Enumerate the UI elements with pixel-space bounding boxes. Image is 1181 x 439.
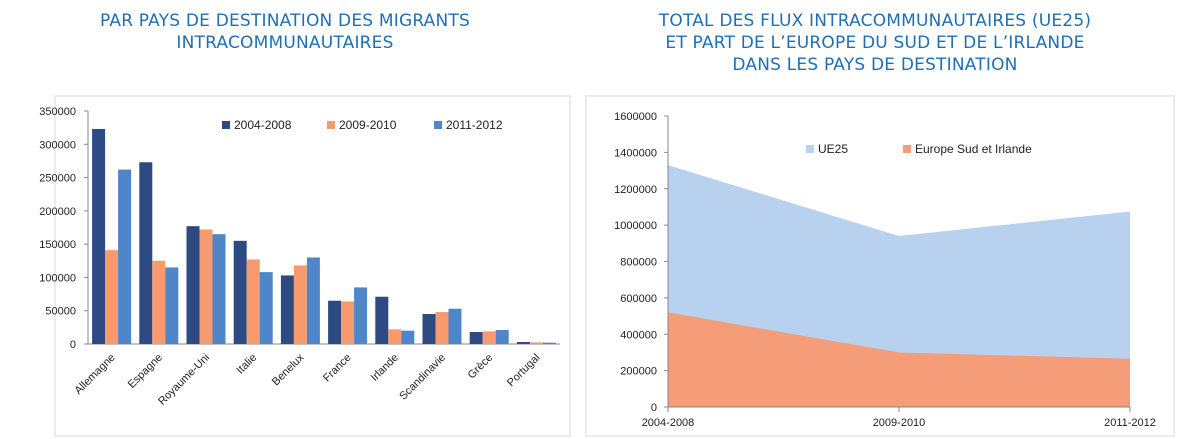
bar-2004-2008-France — [328, 300, 342, 344]
area-chart-title-line-2: ET PART DE L’EUROPE DU SUD ET DE L’IRLAN… — [665, 33, 1085, 53]
bar-2004-2008-Irlande — [375, 296, 389, 344]
bar-2009-2010-Benelux — [293, 265, 307, 344]
bar-2009-2010-Allemagne — [105, 250, 119, 344]
area-legend-label: Europe Sud et Irlande — [915, 142, 1032, 156]
area-legend-swatch — [903, 145, 911, 153]
bar-chart-title-line-2: INTRACOMMUNAUTAIRES — [176, 33, 394, 53]
area-chart: 0 200000 400000 600000 800000 1000000 1200000 1… — [614, 111, 1156, 429]
area-x-tick-label: 2004-2008 — [642, 417, 695, 429]
bar-legend-swatch — [222, 121, 230, 129]
bar-2004-2008-Benelux — [280, 275, 294, 344]
bar-2011-2012-Scandinavie — [448, 308, 462, 344]
bar-2011-2012-Allemagne — [118, 169, 132, 344]
bar-legend-label: 2004-2008 — [234, 118, 292, 132]
bar-2004-2008-Grèce — [469, 332, 483, 344]
bar-2009-2010-Espagne — [152, 260, 166, 344]
area-chart-title-line-1: TOTAL DES FLUX INTRACOMMUNAUTAIRES (UE25… — [658, 11, 1092, 31]
area-y-tick-label: 0 — [651, 402, 657, 414]
bar-2011-2012-Espagne — [165, 267, 179, 344]
area-legend-swatch — [806, 145, 814, 153]
area-y-tick-label: 1400000 — [614, 147, 657, 159]
area-y-tick-label: 1200000 — [614, 184, 657, 196]
area-chart-title-line-3: DANS LES PAYS DE DESTINATION — [732, 55, 1018, 75]
area-y-tick-label: 1600000 — [614, 111, 657, 123]
bar-2011-2012-Grèce — [495, 330, 509, 344]
bar-2009-2010-France — [341, 301, 355, 344]
bar-2009-2010-Irlande — [388, 329, 402, 344]
area-y-tick-label: 1000000 — [614, 220, 657, 232]
area-series-Europe Sud et Irlande — [668, 312, 1130, 407]
bar-y-tick-label: 250000 — [39, 173, 76, 185]
area-y-tick-label: 800000 — [620, 257, 657, 269]
bar-2011-2012-France — [354, 287, 368, 344]
bar-2011-2012-Italie — [259, 272, 273, 344]
area-x-tick-label: 2011-2012 — [1104, 417, 1156, 429]
area-y-tick-label: 600000 — [620, 293, 657, 305]
bar-legend-label: 2011-2012 — [446, 118, 503, 132]
bar-2004-2008-Allemagne — [92, 128, 106, 344]
bar-2004-2008-Espagne — [139, 162, 153, 344]
bar-2004-2008-Portugal — [516, 342, 530, 344]
bar-2004-2008-Italie — [233, 240, 247, 344]
bar-2009-2010-Portugal — [529, 342, 543, 344]
bar-2009-2010-Royaume-Uni — [199, 229, 213, 344]
bar-2011-2012-Irlande — [401, 330, 415, 344]
bar-legend-swatch — [327, 121, 335, 129]
bar-2009-2010-Grèce — [482, 331, 496, 344]
bar-chart-title: PAR PAYS DE DESTINATION DES MIGRANTS INT… — [20, 10, 550, 54]
bar-2004-2008-Scandinavie — [422, 314, 436, 344]
bar-y-tick-label: 50000 — [45, 306, 76, 318]
bar-y-tick-label: 100000 — [39, 272, 76, 284]
area-y-tick-label: 400000 — [620, 329, 657, 341]
bar-y-tick-label: 0 — [70, 339, 76, 351]
bar-2009-2010-Scandinavie — [435, 312, 449, 344]
bar-2009-2010-Italie — [246, 259, 260, 344]
bar-2011-2012-Royaume-Uni — [212, 234, 226, 344]
area-x-tick-label: 2009-2010 — [873, 417, 926, 429]
bar-2004-2008-Royaume-Uni — [186, 226, 200, 344]
bar-y-tick-label: 200000 — [39, 206, 76, 218]
bar-2011-2012-Portugal — [542, 342, 556, 344]
area-y-tick-label: 200000 — [620, 366, 657, 378]
area-legend-label: UE25 — [818, 142, 848, 156]
bar-y-tick-label: 350000 — [39, 106, 76, 118]
bar-legend-label: 2009-2010 — [339, 118, 397, 132]
bar-y-tick-label: 300000 — [39, 139, 76, 151]
bar-chart-title-line-1: PAR PAYS DE DESTINATION DES MIGRANTS — [100, 11, 470, 31]
area-chart-title: TOTAL DES FLUX INTRACOMMUNAUTAIRES (UE25… — [590, 10, 1160, 76]
bar-legend-swatch — [434, 121, 442, 129]
bar-2011-2012-Benelux — [306, 257, 320, 344]
bar-y-tick-label: 150000 — [39, 239, 76, 251]
